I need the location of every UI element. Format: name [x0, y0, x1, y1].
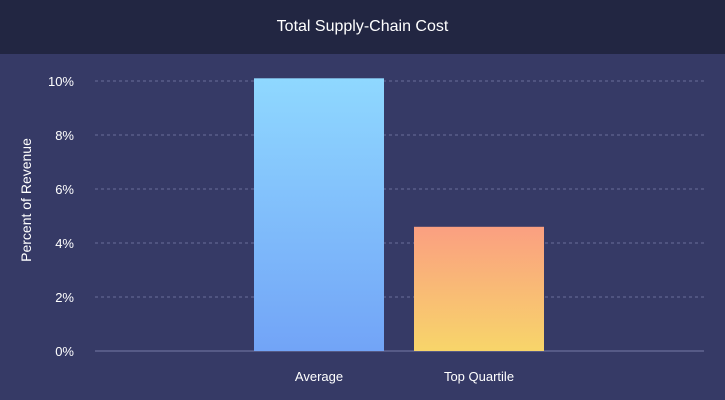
y-tick-label: 4%: [55, 236, 74, 251]
x-tick-labels: Average Top Quartile: [295, 369, 514, 384]
x-tick-label: Top Quartile: [444, 369, 514, 384]
y-tick-labels: 0% 2% 4% 6% 8% 10%: [48, 74, 74, 359]
y-tick-label: 2%: [55, 290, 74, 305]
y-tick-label: 0%: [55, 344, 74, 359]
bar-top-quartile: [414, 226, 544, 351]
chart-title: Total Supply-Chain Cost: [276, 18, 449, 35]
y-tick-label: 8%: [55, 128, 74, 143]
gridlines: [95, 80, 704, 352]
y-tick-label: 6%: [55, 182, 74, 197]
chart-header: Total Supply-Chain Cost: [0, 0, 725, 54]
x-tick-label: Average: [295, 369, 343, 384]
bars: [254, 78, 544, 352]
y-tick-label: 10%: [48, 74, 74, 89]
bar-average: [254, 78, 384, 352]
bar-chart: 0% 2% 4% 6% 8% 10% Average Top Quartile: [48, 74, 704, 384]
